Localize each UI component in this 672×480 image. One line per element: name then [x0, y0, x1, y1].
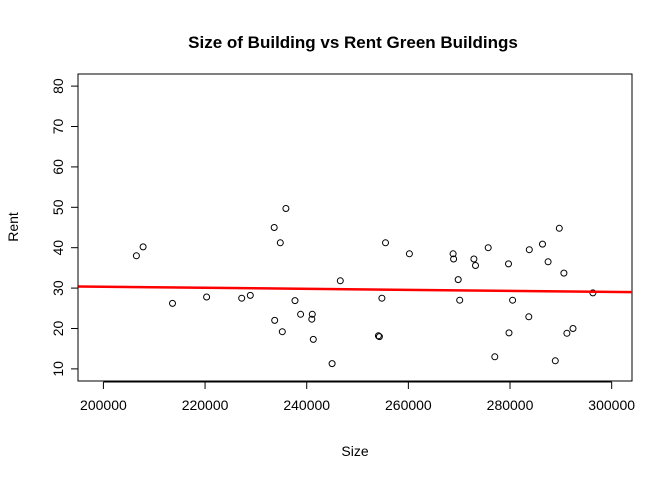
x-tick-label: 300000: [588, 397, 635, 413]
data-point: [560, 269, 568, 277]
data-point: [308, 310, 316, 318]
data-point: [456, 296, 464, 304]
x-tick-label: 220000: [182, 397, 229, 413]
plot-frame: [77, 73, 633, 382]
y-tick-label: 60: [50, 159, 66, 175]
data-point: [336, 277, 344, 285]
data-point: [505, 260, 512, 268]
data-point: [270, 224, 278, 231]
data-point: [291, 297, 299, 305]
data-point: [484, 244, 492, 252]
y-tick-label: 20: [50, 320, 66, 336]
data-point: [375, 333, 383, 341]
data-point: [297, 310, 305, 318]
data-point: [454, 276, 462, 284]
data-point: [509, 296, 517, 304]
data-point: [551, 357, 559, 365]
data-point: [132, 252, 140, 260]
data-point: [491, 353, 499, 361]
data-point: [278, 328, 286, 336]
data-point: [328, 360, 336, 368]
data-point: [405, 250, 413, 258]
data-point: [309, 335, 317, 343]
data-point: [282, 205, 290, 212]
data-point: [238, 294, 246, 302]
data-points: [132, 205, 597, 368]
y-tick-label: 80: [50, 78, 66, 94]
data-point: [563, 329, 571, 337]
y-axis-title: Rent: [5, 212, 21, 242]
data-point: [378, 294, 386, 302]
y-tick-label: 40: [50, 240, 66, 256]
x-tick-label: 240000: [283, 397, 330, 413]
data-point: [555, 224, 563, 232]
y-tick-label: 30: [50, 280, 66, 296]
data-point: [382, 239, 389, 247]
data-point: [470, 255, 478, 263]
data-point: [450, 255, 458, 263]
data-point: [308, 315, 316, 323]
data-point: [539, 240, 546, 248]
x-axis: 200000 220000 240000 260000 280000 300000: [80, 381, 635, 413]
data-point: [139, 243, 147, 251]
data-point: [569, 325, 577, 332]
x-tick-label: 280000: [487, 397, 534, 413]
data-point: [271, 316, 279, 324]
data-point: [525, 313, 533, 321]
data-point: [246, 291, 254, 299]
y-axis: 10 20 30 40 50 60 70 80: [50, 78, 79, 377]
data-point: [203, 293, 211, 301]
x-tick-label: 200000: [80, 397, 127, 413]
data-point: [276, 239, 284, 247]
data-point: [472, 262, 479, 269]
data-point: [544, 258, 552, 266]
data-point: [374, 332, 382, 340]
y-tick-label: 10: [50, 361, 66, 377]
x-tick-label: 260000: [385, 397, 432, 413]
data-point: [505, 329, 513, 337]
trend-line-layer: [77, 285, 633, 294]
y-tick-label: 70: [50, 119, 66, 135]
data-point: [169, 299, 176, 307]
data-point: [449, 250, 457, 258]
data-point: [525, 246, 533, 254]
x-axis-title: Size: [341, 443, 368, 459]
chart-title: Size of Building vs Rent Green Buildings: [188, 33, 518, 52]
trend-line: [77, 285, 633, 294]
y-tick-label: 50: [50, 199, 66, 215]
